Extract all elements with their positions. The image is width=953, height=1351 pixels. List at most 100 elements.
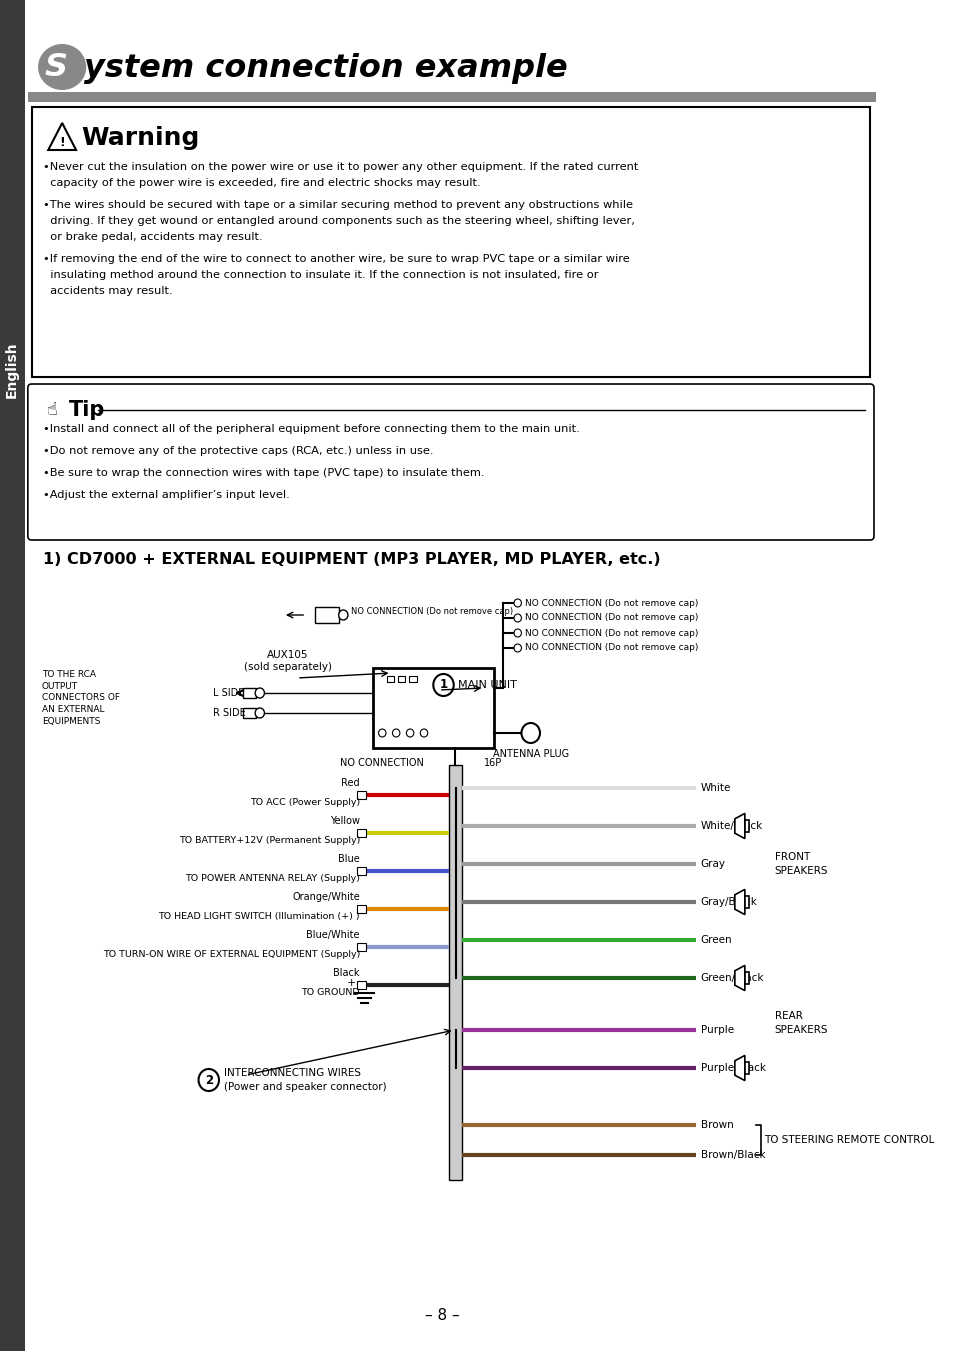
- Circle shape: [392, 730, 399, 738]
- Text: •Be sure to wrap the connection wires with tape (PVC tape) to insulate them.: •Be sure to wrap the connection wires wi…: [43, 467, 484, 478]
- Text: NO CONNECTION (Do not remove cap): NO CONNECTION (Do not remove cap): [524, 613, 698, 623]
- Text: Black: Black: [334, 969, 359, 978]
- Text: or brake pedal, accidents may result.: or brake pedal, accidents may result.: [43, 232, 262, 242]
- FancyBboxPatch shape: [744, 1062, 748, 1074]
- Text: English: English: [5, 342, 19, 399]
- Text: •Install and connect all of the peripheral equipment before connecting them to t: •Install and connect all of the peripher…: [43, 424, 578, 434]
- Text: +: +: [347, 978, 356, 988]
- Circle shape: [514, 613, 521, 621]
- FancyBboxPatch shape: [356, 905, 366, 913]
- Text: NO CONNECTION (Do not remove cap): NO CONNECTION (Do not remove cap): [351, 608, 513, 616]
- Circle shape: [514, 644, 521, 653]
- Text: White: White: [700, 784, 730, 793]
- FancyBboxPatch shape: [356, 830, 366, 838]
- Text: accidents may result.: accidents may result.: [43, 286, 172, 296]
- Polygon shape: [734, 966, 744, 990]
- Text: White/Black: White/Black: [700, 821, 762, 831]
- Circle shape: [514, 598, 521, 607]
- FancyBboxPatch shape: [356, 790, 366, 798]
- Text: Brown: Brown: [700, 1120, 733, 1129]
- Text: – 8 –: – 8 –: [425, 1308, 459, 1323]
- Text: NO CONNECTION: NO CONNECTION: [340, 758, 424, 767]
- Text: TO BATTERY+12V (Permanent Supply): TO BATTERY+12V (Permanent Supply): [178, 836, 359, 844]
- Polygon shape: [734, 889, 744, 915]
- Text: MAIN UNIT: MAIN UNIT: [457, 680, 517, 690]
- Text: driving. If they get wound or entangled around components such as the steering w: driving. If they get wound or entangled …: [43, 216, 634, 226]
- Text: TO GROUND: TO GROUND: [301, 988, 359, 997]
- Text: !: !: [59, 135, 65, 149]
- FancyBboxPatch shape: [356, 867, 366, 875]
- Circle shape: [514, 630, 521, 638]
- Text: INTERCONNECTING WIRES
(Power and speaker connector): INTERCONNECTING WIRES (Power and speaker…: [223, 1069, 386, 1092]
- Circle shape: [406, 730, 414, 738]
- FancyBboxPatch shape: [243, 708, 255, 717]
- Polygon shape: [49, 123, 76, 150]
- Text: Tip: Tip: [69, 400, 105, 420]
- Text: •Adjust the external amplifier’s input level.: •Adjust the external amplifier’s input l…: [43, 490, 289, 500]
- FancyBboxPatch shape: [744, 896, 748, 908]
- FancyBboxPatch shape: [409, 676, 416, 682]
- Text: Gray: Gray: [700, 859, 724, 869]
- Text: 16P: 16P: [484, 758, 502, 767]
- FancyBboxPatch shape: [744, 971, 748, 985]
- Text: •Never cut the insulation on the power wire or use it to power any other equipme: •Never cut the insulation on the power w…: [43, 162, 638, 172]
- Text: 1) CD7000 + EXTERNAL EQUIPMENT (MP3 PLAYER, MD PLAYER, etc.): 1) CD7000 + EXTERNAL EQUIPMENT (MP3 PLAY…: [43, 553, 659, 567]
- Circle shape: [433, 674, 454, 696]
- Text: ystem connection example: ystem connection example: [85, 53, 568, 84]
- FancyBboxPatch shape: [356, 981, 366, 989]
- Text: ANTENNA PLUG: ANTENNA PLUG: [492, 748, 568, 759]
- Text: Green/Black: Green/Black: [700, 973, 763, 984]
- Text: TO HEAD LIGHT SWITCH (Illumination (+) ): TO HEAD LIGHT SWITCH (Illumination (+) ): [158, 912, 359, 921]
- Text: TO ACC (Power Supply): TO ACC (Power Supply): [250, 798, 359, 807]
- Text: NO CONNECTION (Do not remove cap): NO CONNECTION (Do not remove cap): [524, 643, 698, 653]
- Text: Purple/Black: Purple/Black: [700, 1063, 764, 1073]
- Circle shape: [378, 730, 386, 738]
- FancyBboxPatch shape: [31, 107, 869, 377]
- Text: Green: Green: [700, 935, 731, 944]
- FancyBboxPatch shape: [243, 688, 255, 698]
- FancyBboxPatch shape: [373, 667, 493, 748]
- Text: Brown/Black: Brown/Black: [700, 1150, 764, 1161]
- FancyBboxPatch shape: [449, 765, 461, 1179]
- Circle shape: [521, 723, 539, 743]
- Text: TO TURN-ON WIRE OF EXTERNAL EQUIPMENT (Supply): TO TURN-ON WIRE OF EXTERNAL EQUIPMENT (S…: [103, 950, 359, 959]
- Circle shape: [254, 708, 264, 717]
- Text: Yellow: Yellow: [330, 816, 359, 825]
- Text: NO CONNECTION (Do not remove cap): NO CONNECTION (Do not remove cap): [524, 598, 698, 608]
- Text: TO STEERING REMOTE CONTROL: TO STEERING REMOTE CONTROL: [762, 1135, 933, 1146]
- Text: Blue/White: Blue/White: [306, 929, 359, 940]
- Text: •The wires should be secured with tape or a similar securing method to prevent a: •The wires should be secured with tape o…: [43, 200, 632, 209]
- Circle shape: [198, 1069, 219, 1092]
- FancyBboxPatch shape: [0, 0, 25, 1351]
- Text: TO POWER ANTENNA RELAY (Supply): TO POWER ANTENNA RELAY (Supply): [185, 874, 359, 884]
- FancyBboxPatch shape: [28, 384, 873, 540]
- Text: insulating method around the connection to insulate it. If the connection is not: insulating method around the connection …: [43, 270, 598, 280]
- Text: 1: 1: [439, 678, 447, 692]
- Polygon shape: [734, 813, 744, 839]
- Circle shape: [420, 730, 427, 738]
- FancyBboxPatch shape: [744, 820, 748, 832]
- Circle shape: [254, 688, 264, 698]
- FancyBboxPatch shape: [387, 676, 394, 682]
- FancyBboxPatch shape: [397, 676, 405, 682]
- Text: FRONT
SPEAKERS: FRONT SPEAKERS: [774, 852, 827, 875]
- FancyBboxPatch shape: [356, 943, 366, 951]
- Text: Purple: Purple: [700, 1025, 733, 1035]
- Text: NO CONNECTION (Do not remove cap): NO CONNECTION (Do not remove cap): [524, 628, 698, 638]
- Text: Orange/White: Orange/White: [292, 892, 359, 902]
- Text: Blue: Blue: [338, 854, 359, 865]
- Text: 2: 2: [205, 1074, 213, 1086]
- Text: TO THE RCA
OUTPUT
CONNECTORS OF
AN EXTERNAL
EQUIPMENTS: TO THE RCA OUTPUT CONNECTORS OF AN EXTER…: [42, 670, 120, 725]
- FancyBboxPatch shape: [28, 92, 875, 101]
- Text: R SIDE: R SIDE: [213, 708, 246, 717]
- Text: •Do not remove any of the protective caps (RCA, etc.) unless in use.: •Do not remove any of the protective cap…: [43, 446, 433, 457]
- Polygon shape: [734, 1055, 744, 1081]
- Text: Warning: Warning: [82, 126, 200, 150]
- Ellipse shape: [38, 45, 86, 91]
- Text: Red: Red: [341, 778, 359, 788]
- FancyBboxPatch shape: [315, 607, 338, 623]
- Text: Gray/Black: Gray/Black: [700, 897, 757, 907]
- Circle shape: [338, 611, 348, 620]
- Text: REAR
SPEAKERS: REAR SPEAKERS: [774, 1012, 827, 1035]
- Text: capacity of the power wire is exceeded, fire and electric shocks may result.: capacity of the power wire is exceeded, …: [43, 178, 479, 188]
